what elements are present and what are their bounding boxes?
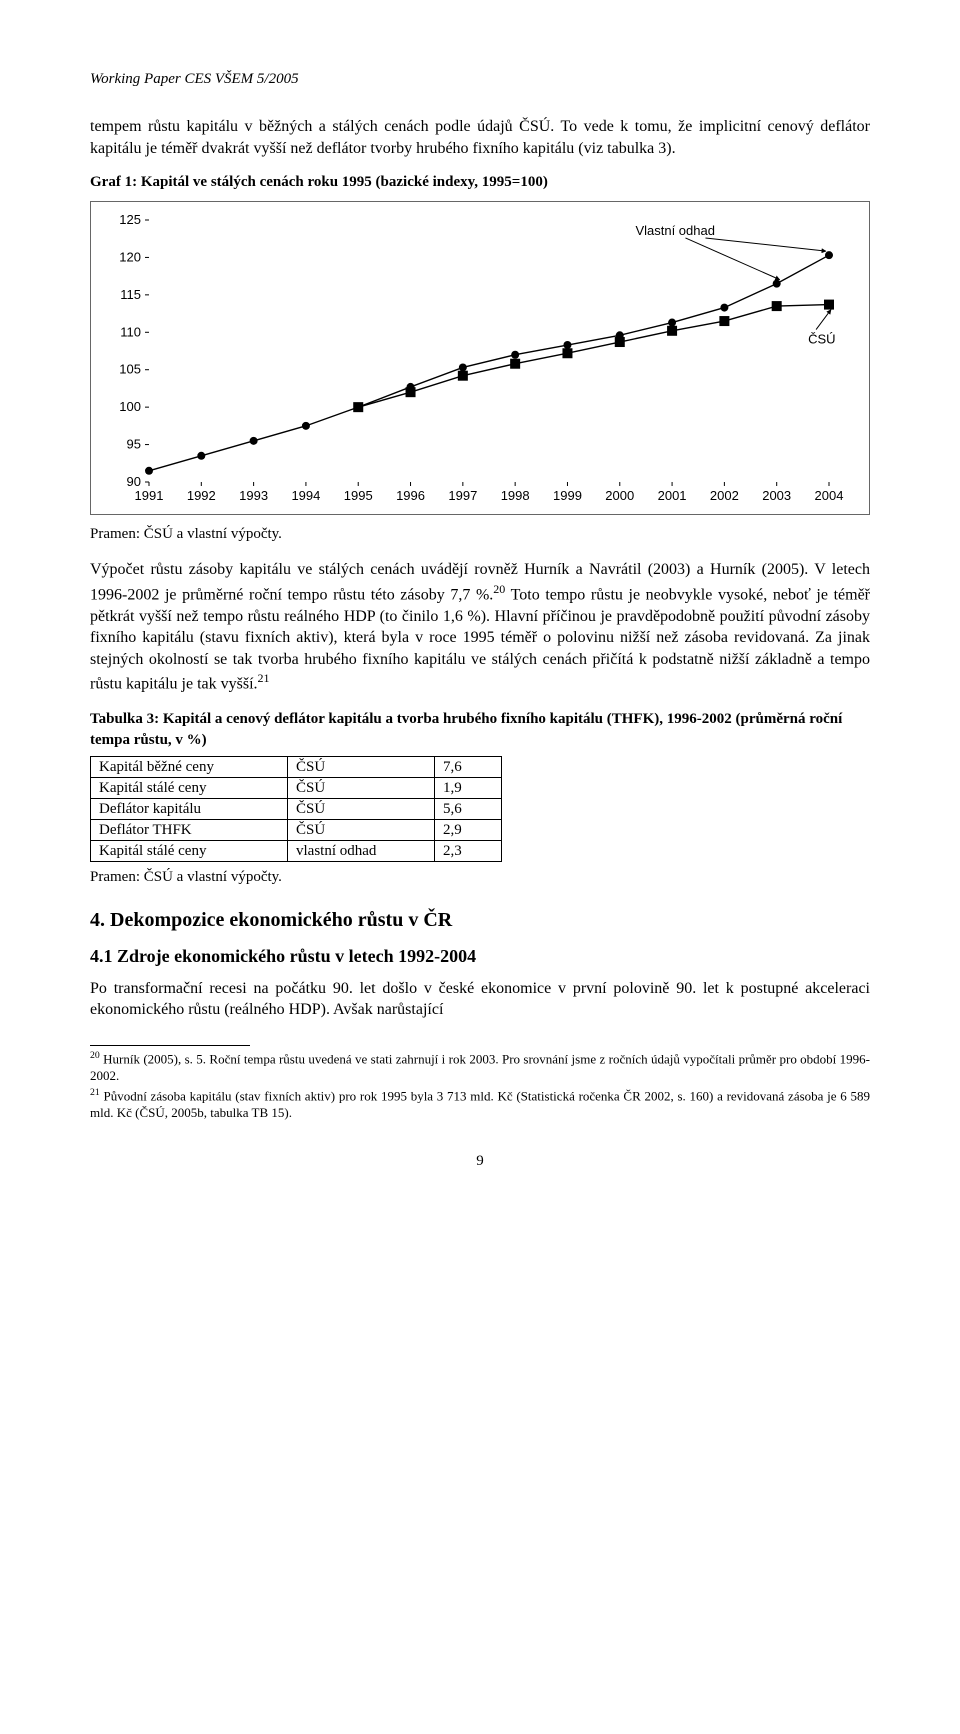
section-4-1-heading: 4.1 Zdroje ekonomického růstu v letech 1… — [90, 946, 870, 968]
svg-text:110: 110 — [120, 324, 141, 339]
svg-text:1999: 1999 — [553, 488, 582, 503]
table-cell-source: ČSÚ — [288, 798, 435, 819]
table-cell-source: vlastní odhad — [288, 840, 435, 861]
svg-text:100: 100 — [119, 399, 141, 414]
svg-text:1995: 1995 — [344, 488, 373, 503]
paragraph-analysis: Výpočet růstu zásoby kapitálu ve stálých… — [90, 559, 870, 695]
svg-text:1998: 1998 — [501, 488, 530, 503]
table-row: Deflátor kapitáluČSÚ5,6 — [91, 798, 502, 819]
paragraph-intro: tempem růstu kapitálu v běžných a stálýc… — [90, 116, 870, 159]
table-cell-value: 1,9 — [435, 777, 502, 798]
table-row: Kapitál stálé cenyvlastní odhad2,3 — [91, 840, 502, 861]
footnote-rule — [90, 1045, 250, 1046]
svg-text:ČSÚ: ČSÚ — [808, 332, 835, 347]
page-number: 9 — [90, 1152, 870, 1170]
svg-text:1996: 1996 — [396, 488, 425, 503]
table-row: Kapitál stálé cenyČSÚ1,9 — [91, 777, 502, 798]
svg-text:1994: 1994 — [291, 488, 320, 503]
footnote-20: 20 Hurník (2005), s. 5. Roční tempa růst… — [90, 1050, 870, 1085]
svg-text:2001: 2001 — [658, 488, 687, 503]
footnote-ref-20: 20 — [493, 582, 505, 596]
svg-text:115: 115 — [120, 287, 141, 302]
chart-frame: 90 95 100 105 110 115 120 125 1991 1992 1993 1994 19… — [90, 201, 870, 515]
deflator-table: Kapitál běžné cenyČSÚ7,6Kapitál stálé ce… — [90, 756, 502, 862]
svg-text:1993: 1993 — [239, 488, 268, 503]
svg-text:2003: 2003 — [762, 488, 791, 503]
footnote-ref-21: 21 — [258, 671, 270, 685]
table-cell-value: 7,6 — [435, 756, 502, 777]
table-cell-source: ČSÚ — [288, 756, 435, 777]
svg-text:2002: 2002 — [710, 488, 739, 503]
svg-text:90: 90 — [127, 474, 141, 489]
table-cell-value: 2,9 — [435, 819, 502, 840]
table-cell-value: 5,6 — [435, 798, 502, 819]
table-source: Pramen: ČSÚ a vlastní výpočty. — [90, 868, 870, 886]
table-cell-label: Kapitál běžné ceny — [91, 756, 288, 777]
svg-text:125: 125 — [119, 212, 141, 227]
table-title: Tabulka 3: Kapitál a cenový deflátor kap… — [90, 709, 870, 750]
table-cell-value: 2,3 — [435, 840, 502, 861]
footnote-20-text: Hurník (2005), s. 5. Roční tempa růstu u… — [90, 1051, 870, 1083]
table-cell-label: Kapitál stálé ceny — [91, 777, 288, 798]
svg-text:Vlastní odhad: Vlastní odhad — [635, 223, 715, 238]
table-cell-source: ČSÚ — [288, 819, 435, 840]
svg-text:1991: 1991 — [135, 488, 164, 503]
svg-text:120: 120 — [119, 250, 141, 265]
svg-text:2000: 2000 — [605, 488, 634, 503]
section-4-heading: 4. Dekompozice ekonomického růstu v ČR — [90, 908, 870, 932]
svg-text:1992: 1992 — [187, 488, 216, 503]
chart-title: Graf 1: Kapitál ve stálých cenách roku 1… — [90, 173, 870, 191]
table-cell-label: Kapitál stálé ceny — [91, 840, 288, 861]
table-cell-label: Deflátor kapitálu — [91, 798, 288, 819]
svg-text:2004: 2004 — [815, 488, 844, 503]
paragraph-section-4-1: Po transformační recesi na počátku 90. l… — [90, 978, 870, 1021]
svg-text:1997: 1997 — [448, 488, 477, 503]
table-cell-label: Deflátor THFK — [91, 819, 288, 840]
svg-text:95: 95 — [127, 437, 141, 452]
capital-chart: 90 95 100 105 110 115 120 125 1991 1992 1993 1994 19… — [99, 210, 849, 510]
svg-text:105: 105 — [119, 362, 141, 377]
footnote-21-text: Původní zásoba kapitálu (stav fixních ak… — [90, 1088, 870, 1120]
running-header: Working Paper CES VŠEM 5/2005 — [90, 70, 870, 88]
table-row: Deflátor THFKČSÚ2,9 — [91, 819, 502, 840]
chart-source: Pramen: ČSÚ a vlastní výpočty. — [90, 525, 870, 543]
footnote-21: 21 Původní zásoba kapitálu (stav fixních… — [90, 1087, 870, 1122]
table-row: Kapitál běžné cenyČSÚ7,6 — [91, 756, 502, 777]
table-cell-source: ČSÚ — [288, 777, 435, 798]
